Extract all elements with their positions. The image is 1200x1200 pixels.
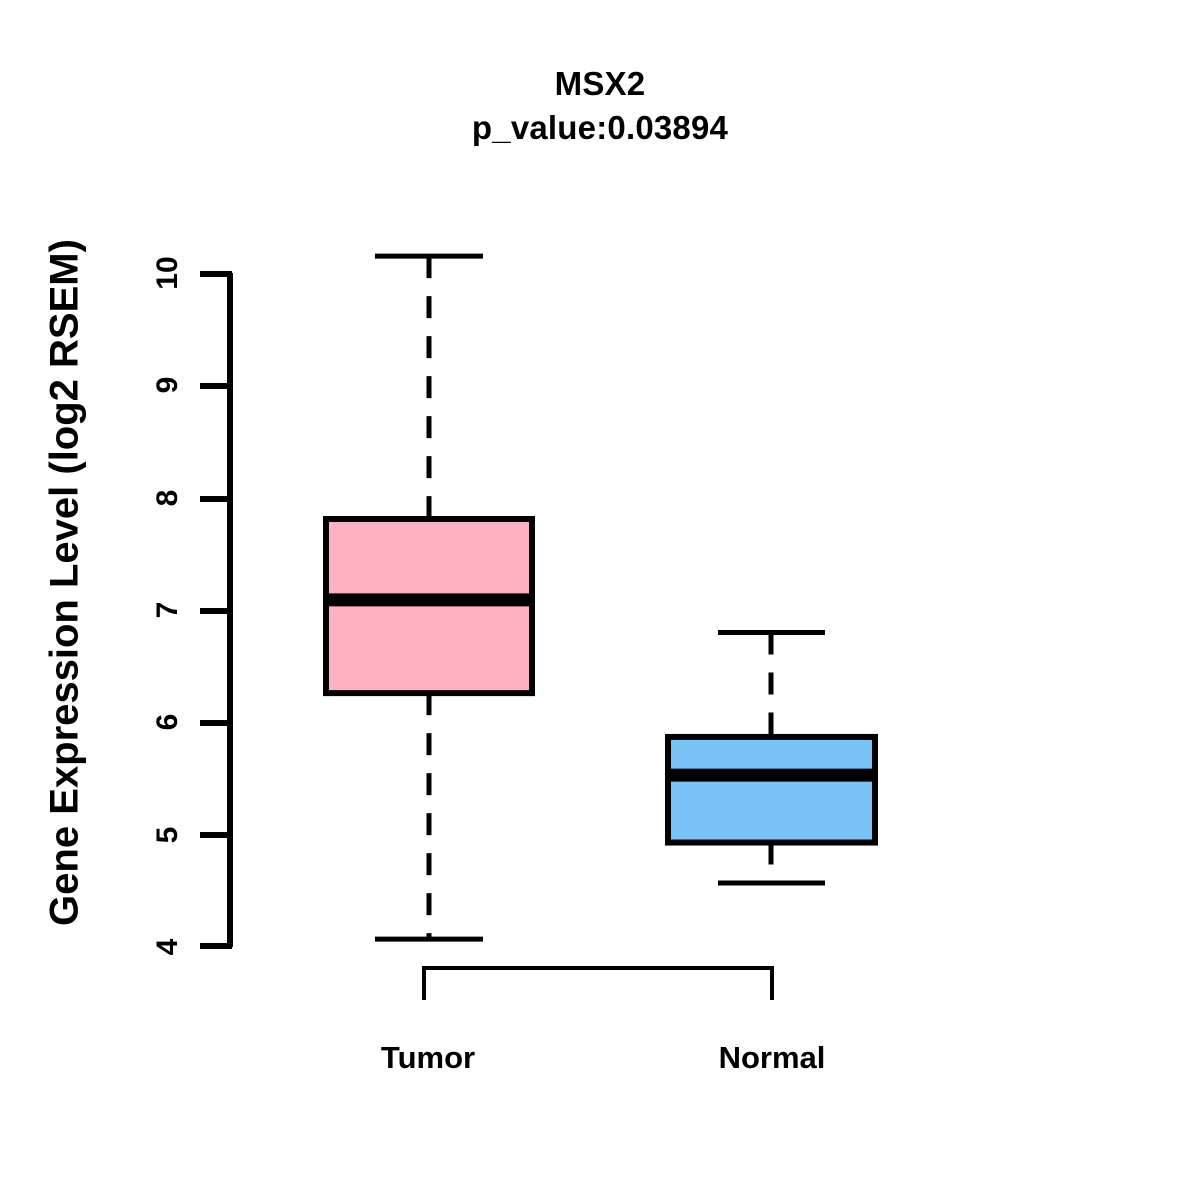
x-category-label-tumor: Tumor <box>380 1040 476 1075</box>
chart-subtitle-pvalue: p_value:0.03894 <box>471 109 729 146</box>
chart-title: MSX2 <box>554 65 646 102</box>
y-axis <box>200 271 233 949</box>
x-category-label-normal: Normal <box>718 1040 826 1075</box>
box-tumor[interactable] <box>323 253 535 942</box>
x-axis-bracket-path <box>422 966 774 1000</box>
normal-box-iqr[interactable] <box>665 733 878 846</box>
x-axis-bracket <box>422 966 774 1000</box>
box-normal[interactable] <box>665 629 878 886</box>
chart-title-block: MSX2 p_value:0.03894 <box>0 62 1200 150</box>
